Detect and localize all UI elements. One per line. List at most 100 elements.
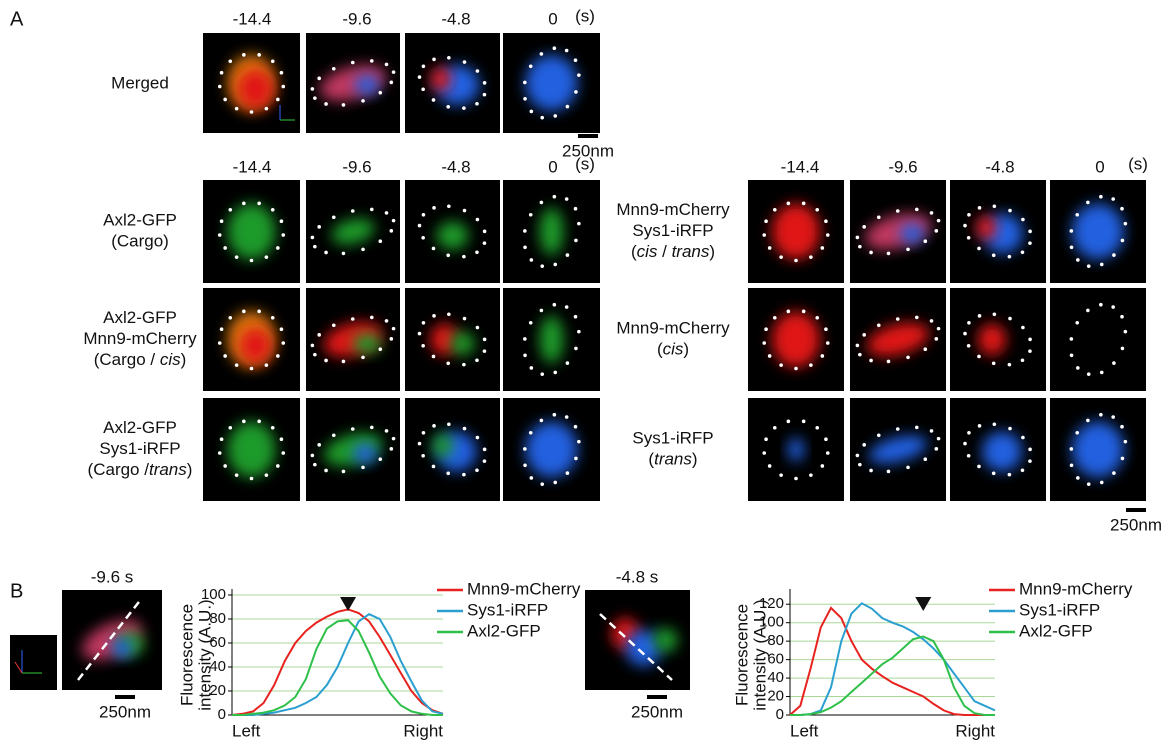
outline-dot xyxy=(540,201,544,205)
y-axis-label: intensity (A.U.) xyxy=(750,599,769,710)
outline-dot xyxy=(223,98,227,102)
image-background xyxy=(10,635,57,690)
y-tick-label: 20 xyxy=(767,688,784,705)
outline-dot xyxy=(385,429,389,433)
outline-dot xyxy=(483,241,487,245)
outline-dot xyxy=(529,64,533,68)
signal xyxy=(1072,204,1124,260)
outline-dot xyxy=(924,239,928,243)
outline-dot xyxy=(540,52,544,56)
micrograph xyxy=(203,180,300,283)
legend-label: Axl2-GFP xyxy=(467,621,541,640)
outline-dot xyxy=(1121,457,1125,461)
outline-dot xyxy=(779,255,783,259)
outline-dot xyxy=(218,85,222,89)
outline-dot xyxy=(993,204,997,208)
outline-dot xyxy=(553,263,557,267)
outline-dot xyxy=(432,98,436,102)
time-label: -4.8 xyxy=(441,9,470,28)
outline-dot xyxy=(432,58,436,62)
outline-dot xyxy=(462,473,466,477)
outline-dot xyxy=(906,466,910,470)
outline-dot xyxy=(379,239,383,243)
outline-dot xyxy=(815,208,819,212)
outline-dot xyxy=(574,207,578,211)
outline-dot xyxy=(1124,440,1128,444)
outline-dot xyxy=(877,215,881,219)
micrograph xyxy=(950,180,1046,283)
outline-dot xyxy=(313,245,317,249)
outline-dot xyxy=(553,114,557,118)
outline-dot xyxy=(432,465,436,469)
outline-dot xyxy=(915,208,919,212)
micrograph xyxy=(203,398,300,501)
outline-dot xyxy=(574,425,578,429)
outline-dot xyxy=(228,208,232,212)
outline-dot xyxy=(476,326,480,330)
outline-dot xyxy=(577,330,581,334)
row-label-part: Mnn9-mCherry xyxy=(83,329,197,348)
outline-dot xyxy=(1076,258,1080,262)
outline-dot xyxy=(530,258,534,262)
outline-dot xyxy=(324,469,328,473)
outline-dot xyxy=(1021,468,1025,472)
outline-dot xyxy=(1099,303,1103,307)
outline-dot xyxy=(1070,337,1074,341)
row-label: Sys1-iRFP xyxy=(632,429,713,448)
micrograph xyxy=(306,288,400,391)
time-label: 0 xyxy=(548,157,557,176)
outline-dot xyxy=(773,208,777,212)
micrograph xyxy=(503,180,600,283)
outline-dot xyxy=(242,202,246,206)
micrograph xyxy=(1050,288,1146,391)
signal xyxy=(451,332,475,356)
outline-dot xyxy=(342,252,346,256)
outline-dot xyxy=(1100,263,1104,267)
outline-dot xyxy=(856,344,860,348)
outline-dot xyxy=(1086,309,1090,313)
outline-dot xyxy=(447,422,451,426)
outline-dot xyxy=(523,81,527,85)
outline-dot xyxy=(826,233,830,237)
outline-dot xyxy=(577,222,581,226)
micrograph xyxy=(503,33,600,133)
outline-dot xyxy=(242,53,246,57)
outline-dot xyxy=(1021,218,1025,222)
row-label: (trans) xyxy=(648,450,697,469)
outline-dot xyxy=(566,361,570,365)
micrograph xyxy=(405,288,500,391)
outline-dot xyxy=(1112,253,1116,257)
outline-dot xyxy=(977,247,981,251)
outline-dot xyxy=(523,97,527,101)
outline-dot xyxy=(937,327,941,331)
outline-dot xyxy=(250,110,254,114)
row-label: (cis) xyxy=(657,340,689,359)
outline-dot xyxy=(1086,419,1090,423)
outline-dot xyxy=(824,219,828,223)
outline-dot xyxy=(257,53,261,57)
outline-dot xyxy=(432,314,436,318)
scale-label: 250nm xyxy=(631,702,683,721)
outline-dot xyxy=(276,246,280,250)
signal xyxy=(228,204,276,260)
outline-dot xyxy=(223,464,227,468)
outline-dot xyxy=(1075,321,1079,325)
outline-dot xyxy=(418,224,422,228)
outline-dot xyxy=(385,211,389,215)
outline-dot xyxy=(787,420,791,424)
outline-dot xyxy=(768,464,772,468)
panel-label: B xyxy=(10,580,23,602)
y-axis-label: intensity (A.U.) xyxy=(195,599,214,710)
micrograph xyxy=(306,33,400,133)
outline-dot xyxy=(529,321,533,325)
row-label: Axl2-GFP xyxy=(103,308,177,327)
outline-dot xyxy=(565,415,569,419)
micrograph xyxy=(850,288,946,391)
outline-dot xyxy=(281,341,285,345)
outline-dot xyxy=(483,448,487,452)
outline-dot xyxy=(553,481,557,485)
row-label-part: Mnn9-mCherry xyxy=(616,319,730,338)
outline-dot xyxy=(220,219,224,223)
outline-dot xyxy=(553,46,557,50)
outline-dot xyxy=(574,90,578,94)
